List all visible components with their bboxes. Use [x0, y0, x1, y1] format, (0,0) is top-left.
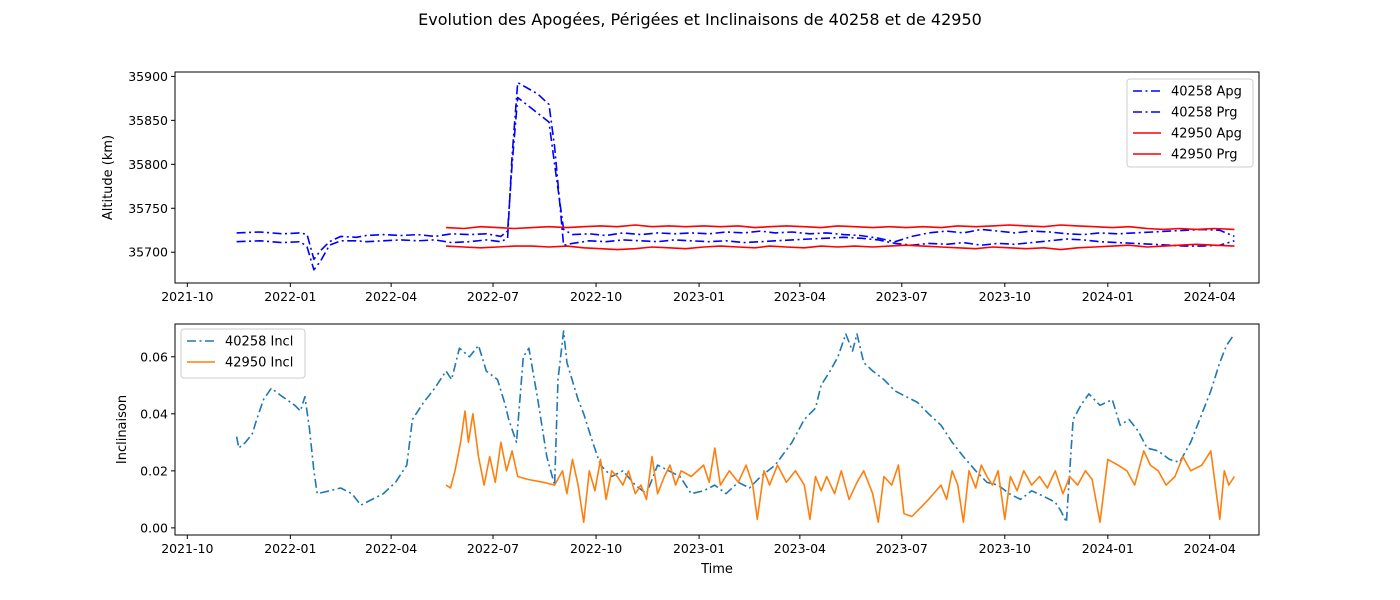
x-tick-label: 2023-10 — [979, 289, 1031, 304]
x-tick-label: 2023-07 — [876, 289, 928, 304]
inclination-lines — [235, 330, 1236, 523]
legend-entry-label: 40258 Prg — [1171, 106, 1237, 121]
inclination-y-axis-label: Inclinaison — [115, 395, 130, 464]
altitude-y-axis-label: Altitude (km) — [101, 135, 116, 220]
series-line-0-0 — [236, 96, 1235, 261]
altitude-legend: 40258 Apg 40258 Prg 42950 Apg 42950 Prg — [1126, 78, 1254, 168]
legend-entry-label: 42950 Apg — [1171, 127, 1242, 142]
y-tick-label: 35750 — [128, 201, 168, 216]
y-tick-label: 35850 — [128, 113, 168, 128]
figure-title: Evolution des Apogées, Périgées et Incli… — [418, 10, 982, 29]
legend-entry-label: 40258 Incl — [225, 335, 293, 350]
y-tick-label: 35700 — [128, 245, 168, 260]
x-tick-label: 2022-04 — [365, 289, 417, 304]
altitude-lines — [236, 81, 1235, 271]
x-tick-label: 2022-10 — [570, 289, 622, 304]
x-tick-label: 2022-04 — [365, 541, 417, 556]
altitude-panel: 2021-10 2022-01 2022-04 2022-07 2022-10 2023-… — [101, 69, 1260, 304]
inclination-axes-frame — [174, 323, 1260, 536]
x-tick-label: 2024-01 — [1082, 289, 1134, 304]
x-tick-label: 2023-04 — [774, 541, 826, 556]
inclination-y-ticks: 0.00 0.02 0.04 0.06 — [140, 349, 175, 535]
inclination-panel: 2021-10 2022-01 2022-04 2022-07 2022-10 2023-… — [115, 323, 1260, 577]
x-tick-label: 2023-01 — [673, 289, 725, 304]
inclination-x-axis-label: Time — [700, 562, 733, 577]
x-tick-label: 2022-01 — [264, 289, 316, 304]
legend-entry-label: 40258 Apg — [1171, 85, 1242, 100]
y-tick-label: 35800 — [128, 157, 168, 172]
y-tick-label: 35900 — [128, 69, 168, 84]
x-tick-label: 2021-10 — [161, 541, 213, 556]
x-tick-label: 2023-10 — [979, 541, 1031, 556]
x-tick-label: 2023-07 — [876, 541, 928, 556]
series-line-1-0 — [235, 330, 1236, 523]
x-tick-label: 2022-01 — [264, 541, 316, 556]
x-tick-label: 2022-10 — [570, 541, 622, 556]
legend-entry-label: 42950 Prg — [1171, 148, 1237, 163]
x-tick-label: 2023-04 — [774, 289, 826, 304]
y-tick-label: 0.00 — [140, 520, 168, 535]
altitude-axes-frame — [174, 71, 1260, 284]
legend-entry-label: 42950 Incl — [225, 356, 293, 371]
series-line-0-1 — [236, 81, 1235, 271]
inclination-legend: 40258 Incl 42950 Incl — [180, 328, 306, 379]
series-line-0-3 — [445, 243, 1235, 251]
y-tick-label: 0.02 — [140, 463, 168, 478]
x-tick-label: 2023-01 — [673, 541, 725, 556]
x-tick-label: 2024-04 — [1184, 541, 1236, 556]
x-tick-label: 2024-01 — [1082, 541, 1134, 556]
altitude-x-ticks: 2021-10 2022-01 2022-04 2022-07 2022-10 2023-… — [161, 283, 1236, 304]
altitude-y-ticks: 35700 35750 35800 35850 35900 — [128, 69, 175, 260]
y-tick-label: 0.04 — [140, 406, 168, 421]
legend-box — [1126, 78, 1254, 168]
series-line-0-2 — [445, 224, 1235, 231]
x-tick-label: 2024-04 — [1184, 289, 1236, 304]
x-tick-label: 2021-10 — [161, 289, 213, 304]
y-tick-label: 0.06 — [140, 349, 168, 364]
inclination-x-ticks: 2021-10 2022-01 2022-04 2022-07 2022-10 2023-… — [161, 535, 1236, 556]
x-tick-label: 2022-07 — [467, 289, 519, 304]
x-tick-label: 2022-07 — [467, 541, 519, 556]
series-line-1-1 — [445, 410, 1236, 523]
